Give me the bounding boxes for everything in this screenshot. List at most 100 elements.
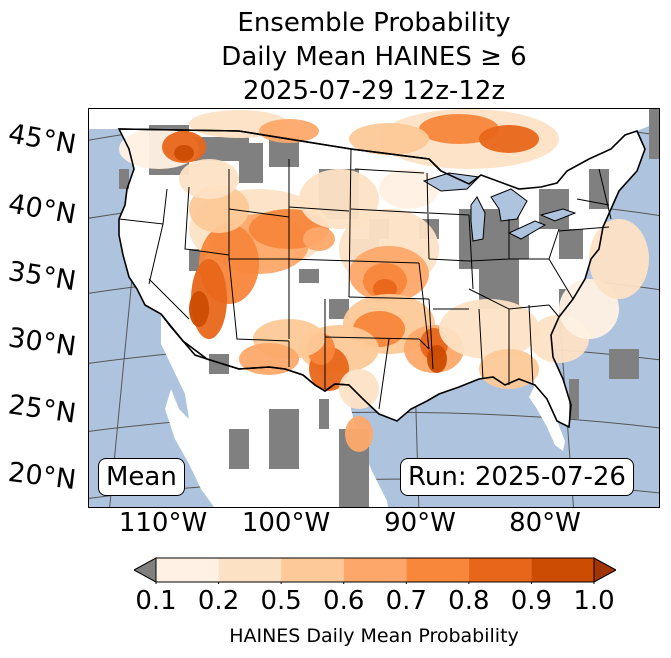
gray-cell [209, 354, 229, 374]
probability-cell [589, 219, 649, 299]
probability-cell [373, 279, 397, 299]
lon-label-80w: 80°W [509, 508, 581, 538]
colorbar-bin [468, 558, 532, 582]
run-date-box: Run: 2025-07-26 [400, 458, 634, 496]
probability-cell [174, 145, 194, 161]
probability-cell [479, 125, 539, 153]
colorbar-bin [156, 558, 219, 582]
gray-cell [299, 269, 319, 283]
map-title-line-1: Ensemble Probability [237, 8, 511, 38]
probability-cell [189, 291, 209, 327]
map-title-line-3: 2025-07-29 12z-12z [242, 76, 506, 106]
colorbar [134, 557, 616, 584]
state-border [288, 206, 350, 212]
colorbar-bin [281, 558, 344, 582]
state-border [576, 198, 610, 206]
lake [490, 188, 528, 222]
colorbar-bin [218, 558, 282, 582]
state-border [348, 296, 430, 300]
state-border [418, 338, 430, 350]
colorbar-bin [406, 558, 469, 582]
colorbar-tick-label: 0.8 [448, 586, 490, 616]
colorbar-tick-label: 0.5 [260, 586, 302, 616]
state-border [418, 262, 430, 350]
probability-cell [339, 369, 379, 409]
gray-cell [269, 409, 299, 469]
state-border [548, 258, 574, 300]
map-title-line-2: Daily Mean HAINES ≥ 6 [221, 42, 527, 72]
lake [507, 220, 547, 240]
state-border [428, 258, 470, 262]
gray-cell [609, 349, 639, 379]
probability-cell [419, 114, 499, 144]
probability-cell [439, 299, 539, 359]
probability-cell [559, 279, 619, 339]
lat-label-40n: 40°N [5, 188, 79, 231]
state-border [354, 168, 425, 174]
colorbar-tick-label: 0.9 [510, 586, 553, 616]
lat-label-20n: 20°N [6, 456, 78, 497]
colorbar-tick-label: 0.2 [197, 586, 240, 616]
lat-label-25n: 25°N [6, 389, 78, 430]
state-border [148, 223, 164, 285]
lake [470, 196, 486, 242]
state-borders [117, 128, 646, 429]
colorbar-under-arrow [134, 557, 157, 583]
colorbar-tick-label: 1.0 [573, 586, 615, 616]
lake [539, 208, 577, 222]
lon-label-100w: 100°W [241, 508, 331, 538]
lat-label-35n: 35°N [6, 255, 79, 298]
lake [422, 172, 481, 192]
colorbar-outline [155, 557, 595, 583]
florida-land [529, 385, 565, 451]
gray-cell [319, 399, 329, 429]
gray-cell [119, 169, 129, 189]
state-border [428, 212, 470, 216]
state-border [378, 338, 390, 410]
mean-label-box: Mean [98, 458, 185, 496]
state-border [350, 208, 428, 214]
colorbar-bin [531, 558, 594, 582]
probability-cell [427, 345, 447, 373]
canada-border [118, 128, 442, 172]
great-lakes [422, 172, 577, 242]
state-border [228, 208, 290, 218]
colorbar-tick-label: 0.1 [135, 586, 177, 616]
state-border [348, 148, 352, 298]
gray-cell [559, 229, 583, 259]
gray-cell [239, 143, 263, 183]
state-border [184, 186, 230, 256]
colorbar-label: HAINES Daily Mean Probability [229, 625, 519, 647]
state-border [528, 304, 534, 386]
map-panel [88, 108, 660, 508]
mexico-border [160, 313, 350, 392]
lon-label-90w: 90°W [384, 508, 456, 538]
colorbar-tick-label: 0.6 [323, 586, 365, 616]
state-border [548, 228, 560, 260]
probability-cell [379, 169, 439, 209]
probability-cell [299, 169, 379, 229]
state-border [228, 258, 290, 342]
probability-cell [179, 159, 239, 199]
gray-cell [569, 379, 579, 419]
lat-label-45n: 45°N [5, 118, 79, 161]
probability-cell [345, 416, 373, 452]
state-border [148, 278, 190, 320]
gray-cell [649, 109, 659, 159]
lon-label-110w: 110°W [118, 508, 208, 538]
probability-map [89, 109, 659, 507]
latitude-line [89, 411, 659, 432]
gray-cell [229, 429, 249, 469]
colorbar-tick-label: 0.7 [385, 586, 427, 616]
colorbar-bin [343, 558, 407, 582]
state-border [428, 298, 434, 370]
colorbar-over-arrow [593, 557, 616, 583]
probability-cell [303, 227, 335, 251]
state-border [324, 336, 420, 340]
state-border [288, 258, 420, 264]
probability-cell [349, 123, 429, 155]
state-border [478, 308, 484, 380]
probability-cell [239, 343, 299, 375]
state-border [468, 214, 474, 290]
state-border [548, 304, 560, 318]
